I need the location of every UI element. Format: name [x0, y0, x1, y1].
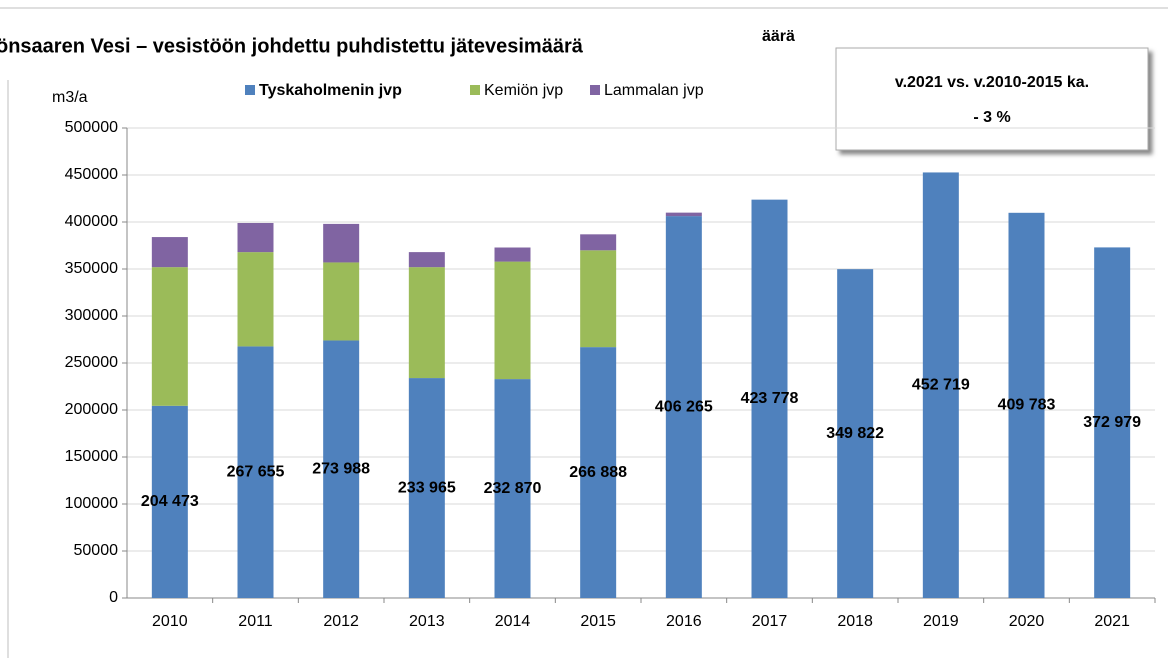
data-label: 273 988	[312, 460, 370, 477]
bar-segment	[151, 267, 188, 406]
y-tick-label: 300000	[65, 307, 118, 324]
data-label: 452 719	[912, 376, 970, 393]
bar-segment	[580, 250, 617, 348]
data-label: 266 888	[569, 464, 627, 481]
bar-segment	[408, 267, 445, 379]
x-tick-label: 2013	[409, 613, 445, 630]
legend-label: Lammalan jvp	[604, 82, 704, 99]
data-label: 267 655	[227, 463, 285, 480]
bar-segment	[408, 252, 445, 268]
bar-segment	[237, 222, 274, 253]
bar-segment	[151, 405, 188, 598]
y-tick-label: 100000	[65, 495, 118, 512]
data-label: 232 870	[484, 480, 542, 497]
x-tick-label: 2019	[923, 613, 959, 630]
data-label: 406 265	[655, 398, 713, 415]
y-tick-label: 200000	[65, 401, 118, 418]
x-tick-label: 2010	[152, 613, 188, 630]
x-tick-label: 2012	[323, 613, 359, 630]
bar-segment	[323, 223, 360, 263]
x-tick-label: 2018	[837, 613, 873, 630]
chart-title: önsaaren Vesi – vesistöön johdettu puhdi…	[0, 35, 584, 57]
bar-segment	[580, 347, 617, 598]
bar-segment	[237, 252, 274, 347]
bar-segment	[494, 261, 531, 380]
bar-segment	[1008, 212, 1045, 598]
bar-segment	[922, 172, 959, 598]
bar-segment	[323, 340, 360, 598]
y-tick-label: 150000	[65, 448, 118, 465]
legend-swatch	[590, 85, 600, 95]
bar-segment	[151, 237, 188, 268]
bar-segment	[751, 199, 788, 598]
x-tick-label: 2017	[752, 613, 788, 630]
title-fragment: äärä	[762, 28, 795, 45]
bar-segment	[323, 262, 360, 341]
x-tick-label: 2020	[1009, 613, 1045, 630]
annotation: - 3 %	[973, 109, 1010, 126]
legend-swatch	[470, 85, 480, 95]
bar-segment	[580, 234, 617, 251]
bar-segment	[494, 247, 531, 262]
y-tick-label: 450000	[65, 166, 118, 183]
y-tick-label: 350000	[65, 260, 118, 277]
legend-swatch	[245, 85, 255, 95]
x-tick-label: 2011	[238, 613, 273, 630]
y-tick-label: 0	[109, 589, 118, 606]
bar-segment	[408, 378, 445, 598]
legend-label: Tyskaholmenin jvp	[259, 82, 402, 99]
data-label: 233 965	[398, 479, 456, 496]
bar-segment	[494, 379, 531, 598]
data-label: 409 783	[998, 397, 1056, 414]
x-tick-label: 2014	[495, 613, 531, 630]
data-label: 349 822	[826, 425, 884, 442]
data-label: 423 778	[741, 390, 799, 407]
bar-segment	[665, 212, 702, 217]
y-axis-label: m3/a	[52, 89, 88, 106]
x-tick-label: 2015	[580, 613, 616, 630]
annotation-box	[835, 47, 1149, 151]
y-tick-label: 250000	[65, 354, 118, 371]
bar-segment	[237, 346, 274, 598]
y-tick-label: 400000	[65, 213, 118, 230]
x-tick-label: 2021	[1094, 613, 1130, 630]
y-tick-label: 50000	[74, 542, 119, 559]
bar-segment	[837, 269, 874, 598]
annotation: v.2021 vs. v.2010-2015 ka.	[895, 74, 1089, 91]
bar-segment	[1094, 247, 1131, 599]
bar-segment	[665, 216, 702, 598]
data-label: 204 473	[141, 493, 199, 510]
data-label: 372 979	[1083, 414, 1141, 431]
legend-label: Kemiön jvp	[484, 82, 563, 99]
x-tick-label: 2016	[666, 613, 702, 630]
y-tick-label: 500000	[65, 119, 118, 136]
